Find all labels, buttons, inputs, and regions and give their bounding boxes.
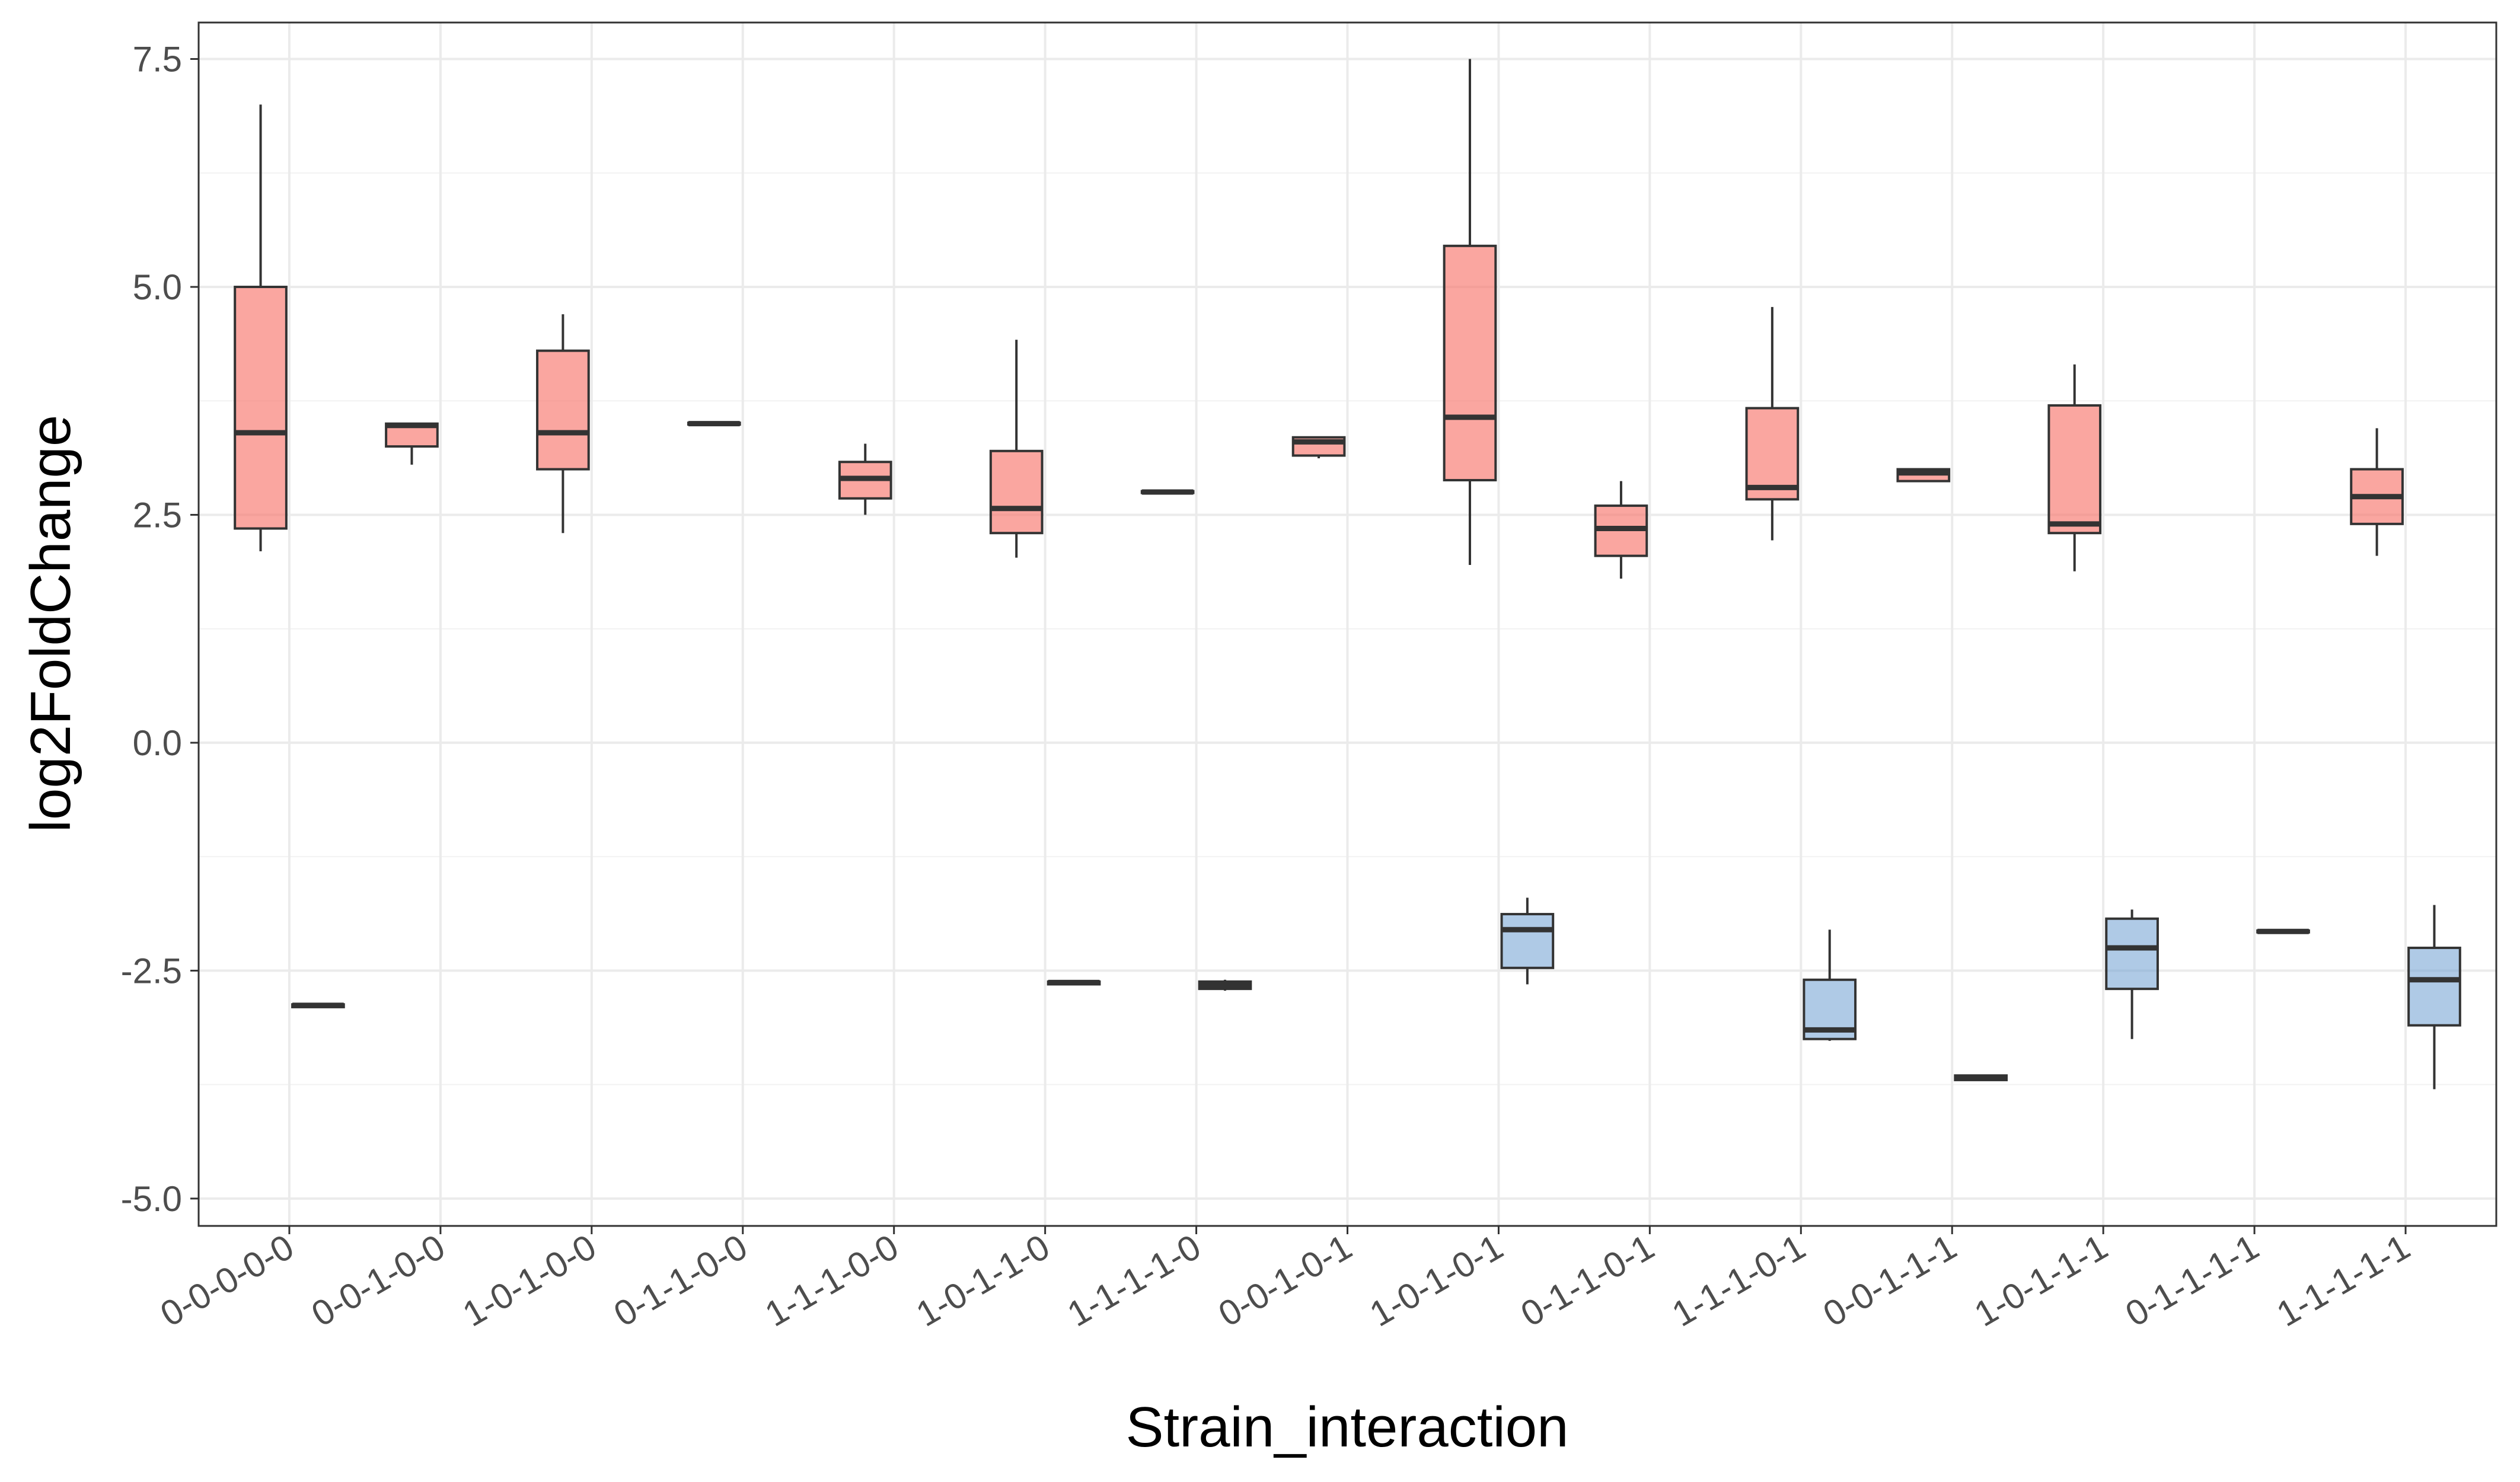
box-up-1-1-1-0-1 bbox=[1745, 306, 1800, 541]
grid-lines bbox=[199, 23, 2496, 1226]
box-up-0-0-1-0-1 bbox=[1291, 436, 1346, 459]
x-tick-label: 1-0-1-0-1 bbox=[1363, 1227, 1510, 1334]
box-down-0-1-1-1-1 bbox=[2256, 928, 2310, 934]
y-tick-label: 5.0 bbox=[133, 267, 182, 307]
x-tick-label: 1-1-1-0-0 bbox=[758, 1227, 905, 1334]
x-tick-label: 1-1-1-0-1 bbox=[1666, 1227, 1812, 1334]
box-down-1-1-1-1-1 bbox=[2407, 905, 2461, 1090]
x-tick-label: 1-1-1-1-0 bbox=[1061, 1227, 1207, 1334]
box-up-0-0-0-0-0 bbox=[234, 104, 288, 551]
box-iqr bbox=[989, 449, 1044, 535]
box-up-1-0-1-0-0 bbox=[536, 314, 590, 534]
box-down-0-0-0-0-0 bbox=[291, 1002, 345, 1008]
box-down-1-1-1-0-1 bbox=[1803, 930, 1857, 1041]
x-tick-label: 0-1-1-0-0 bbox=[607, 1227, 754, 1334]
box-down-1-1-1-1-0 bbox=[1198, 979, 1252, 991]
box-up-0-1-1-0-0 bbox=[687, 421, 741, 427]
box-up-1-1-1-1-0 bbox=[1140, 489, 1195, 495]
x-tick-label: 0-0-1-1-1 bbox=[1817, 1227, 1963, 1334]
box-up-1-0-1-1-0 bbox=[989, 340, 1044, 558]
box-iqr bbox=[1500, 913, 1555, 969]
box-down-1-0-1-1-1 bbox=[2105, 909, 2159, 1039]
x-tick-label: 1-0-1-1-1 bbox=[1967, 1227, 2114, 1334]
x-tick-label: 0-0-1-0-0 bbox=[305, 1227, 451, 1334]
x-tick-label: 1-0-1-1-0 bbox=[910, 1227, 1056, 1334]
box-up-0-0-1-0-0 bbox=[385, 422, 439, 465]
box-down-1-0-1-0-1 bbox=[1500, 897, 1555, 985]
box-up-1-1-1-0-0 bbox=[838, 443, 892, 515]
box-iqr bbox=[536, 349, 590, 471]
y-tick-label: 0.0 bbox=[133, 723, 182, 763]
x-tick-label: 0-1-1-1-1 bbox=[2119, 1227, 2265, 1334]
box-iqr bbox=[234, 285, 288, 530]
box-iqr bbox=[2407, 946, 2461, 1027]
box-up-1-0-1-0-1 bbox=[1443, 59, 1497, 566]
y-tick-label: -2.5 bbox=[121, 951, 182, 991]
y-tick-label: 2.5 bbox=[133, 495, 182, 535]
box-iqr bbox=[1745, 407, 1800, 501]
box-up-0-0-1-1-1 bbox=[1896, 468, 1951, 483]
box-series bbox=[234, 59, 2461, 1090]
plot-panel-border bbox=[197, 21, 2497, 1227]
y-axis-title: log2FoldChange bbox=[19, 415, 82, 833]
x-tick-label: 1-0-1-0-0 bbox=[456, 1227, 602, 1334]
box-up-1-0-1-1-1 bbox=[2047, 364, 2102, 571]
x-tick-label: 1-1-1-1-1 bbox=[2270, 1227, 2416, 1334]
x-tick-label: 0-1-1-0-1 bbox=[1514, 1227, 1661, 1334]
x-axis-ticks: 0-0-0-0-0 0-0-1-0-0 1-0-1-0-0 0-1-1-0-0 1-1-… bbox=[154, 1226, 2417, 1334]
box-down-1-0-1-1-0 bbox=[1047, 979, 1101, 986]
x-tick-label: 0-0-0-0-0 bbox=[154, 1227, 300, 1334]
box-iqr bbox=[2047, 404, 2102, 535]
x-axis-title: Strain_interaction bbox=[1125, 1395, 1568, 1459]
y-tick-label: -5.0 bbox=[121, 1179, 182, 1219]
box-iqr bbox=[2105, 917, 2159, 991]
box-up-0-1-1-0-1 bbox=[1594, 481, 1648, 579]
y-axis-ticks: 7.5 5.0 2.5 0.0 -2.5 -5.0 bbox=[121, 40, 199, 1219]
box-iqr bbox=[1443, 244, 1497, 482]
y-tick-label: 7.5 bbox=[133, 40, 182, 79]
box-down-0-0-1-1-1 bbox=[1954, 1074, 2008, 1081]
box-up-1-1-1-1-1 bbox=[2350, 428, 2404, 556]
x-tick-label: 0-0-1-0-1 bbox=[1212, 1227, 1358, 1334]
